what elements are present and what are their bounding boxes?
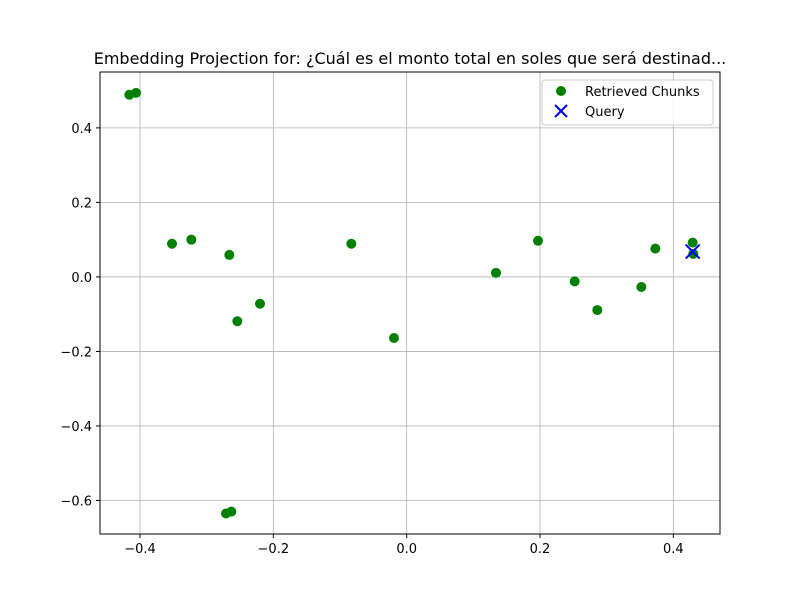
- y-tick-label: −0.6: [60, 494, 92, 509]
- retrieved-chunk-point: [186, 234, 197, 245]
- x-tick-label: −0.4: [124, 542, 156, 557]
- retrieved-chunk-point: [491, 267, 501, 278]
- data-points: [124, 87, 701, 519]
- retrieved-chunk-point: [389, 333, 399, 344]
- x-tick-label: 0.0: [396, 542, 417, 557]
- y-tick-label: 0.4: [71, 122, 92, 137]
- legend-box: [541, 79, 714, 126]
- legend-label-query: Query: [585, 105, 625, 120]
- x-tick-label: −0.2: [258, 542, 290, 557]
- retrieved-chunk-point: [636, 281, 647, 292]
- retrieved-chunk-point: [255, 298, 265, 309]
- retrieved-chunk-point: [167, 238, 177, 249]
- retrieved-chunk-point: [687, 237, 698, 248]
- retrieved-chunk-point: [569, 276, 580, 287]
- y-tick-label: 0.2: [71, 196, 92, 211]
- retrieved-chunk-point: [533, 235, 543, 246]
- y-tick-label: −0.2: [60, 345, 92, 360]
- y-tick-label: 0.0: [71, 271, 92, 286]
- legend-marker-retrieved-chunks: [556, 86, 566, 96]
- retrieved-chunk-point: [688, 248, 699, 259]
- axes-frame: [99, 71, 721, 535]
- grid: [100, 72, 720, 534]
- x-tick-label: 0.2: [530, 542, 551, 557]
- query-point: [684, 243, 701, 260]
- retrieved-chunk-point: [650, 243, 661, 254]
- retrieved-chunk-point: [232, 316, 243, 327]
- y-tick-label: −0.4: [60, 420, 92, 435]
- retrieved-chunk-point: [226, 506, 237, 517]
- x-tick-label: 0.4: [663, 542, 684, 557]
- retrieved-chunk-point: [131, 87, 141, 98]
- legend-marker-query: [554, 104, 568, 118]
- retrieved-chunk-point: [592, 305, 603, 316]
- retrieved-chunk-point: [224, 249, 235, 260]
- axis-ticks: −0.4 −0.2 0.0 0.2 0.4 0.4 0.2 0.0 −0.2 −0.4 −0.6: [60, 122, 683, 557]
- legend-label-retrieved-chunks: Retrieved Chunks: [585, 85, 700, 100]
- chart-title: Embedding Projection for: ¿Cuál es el mo…: [94, 49, 727, 68]
- retrieved-chunk-point: [346, 238, 357, 249]
- legend: Retrieved Chunks Query: [541, 79, 714, 126]
